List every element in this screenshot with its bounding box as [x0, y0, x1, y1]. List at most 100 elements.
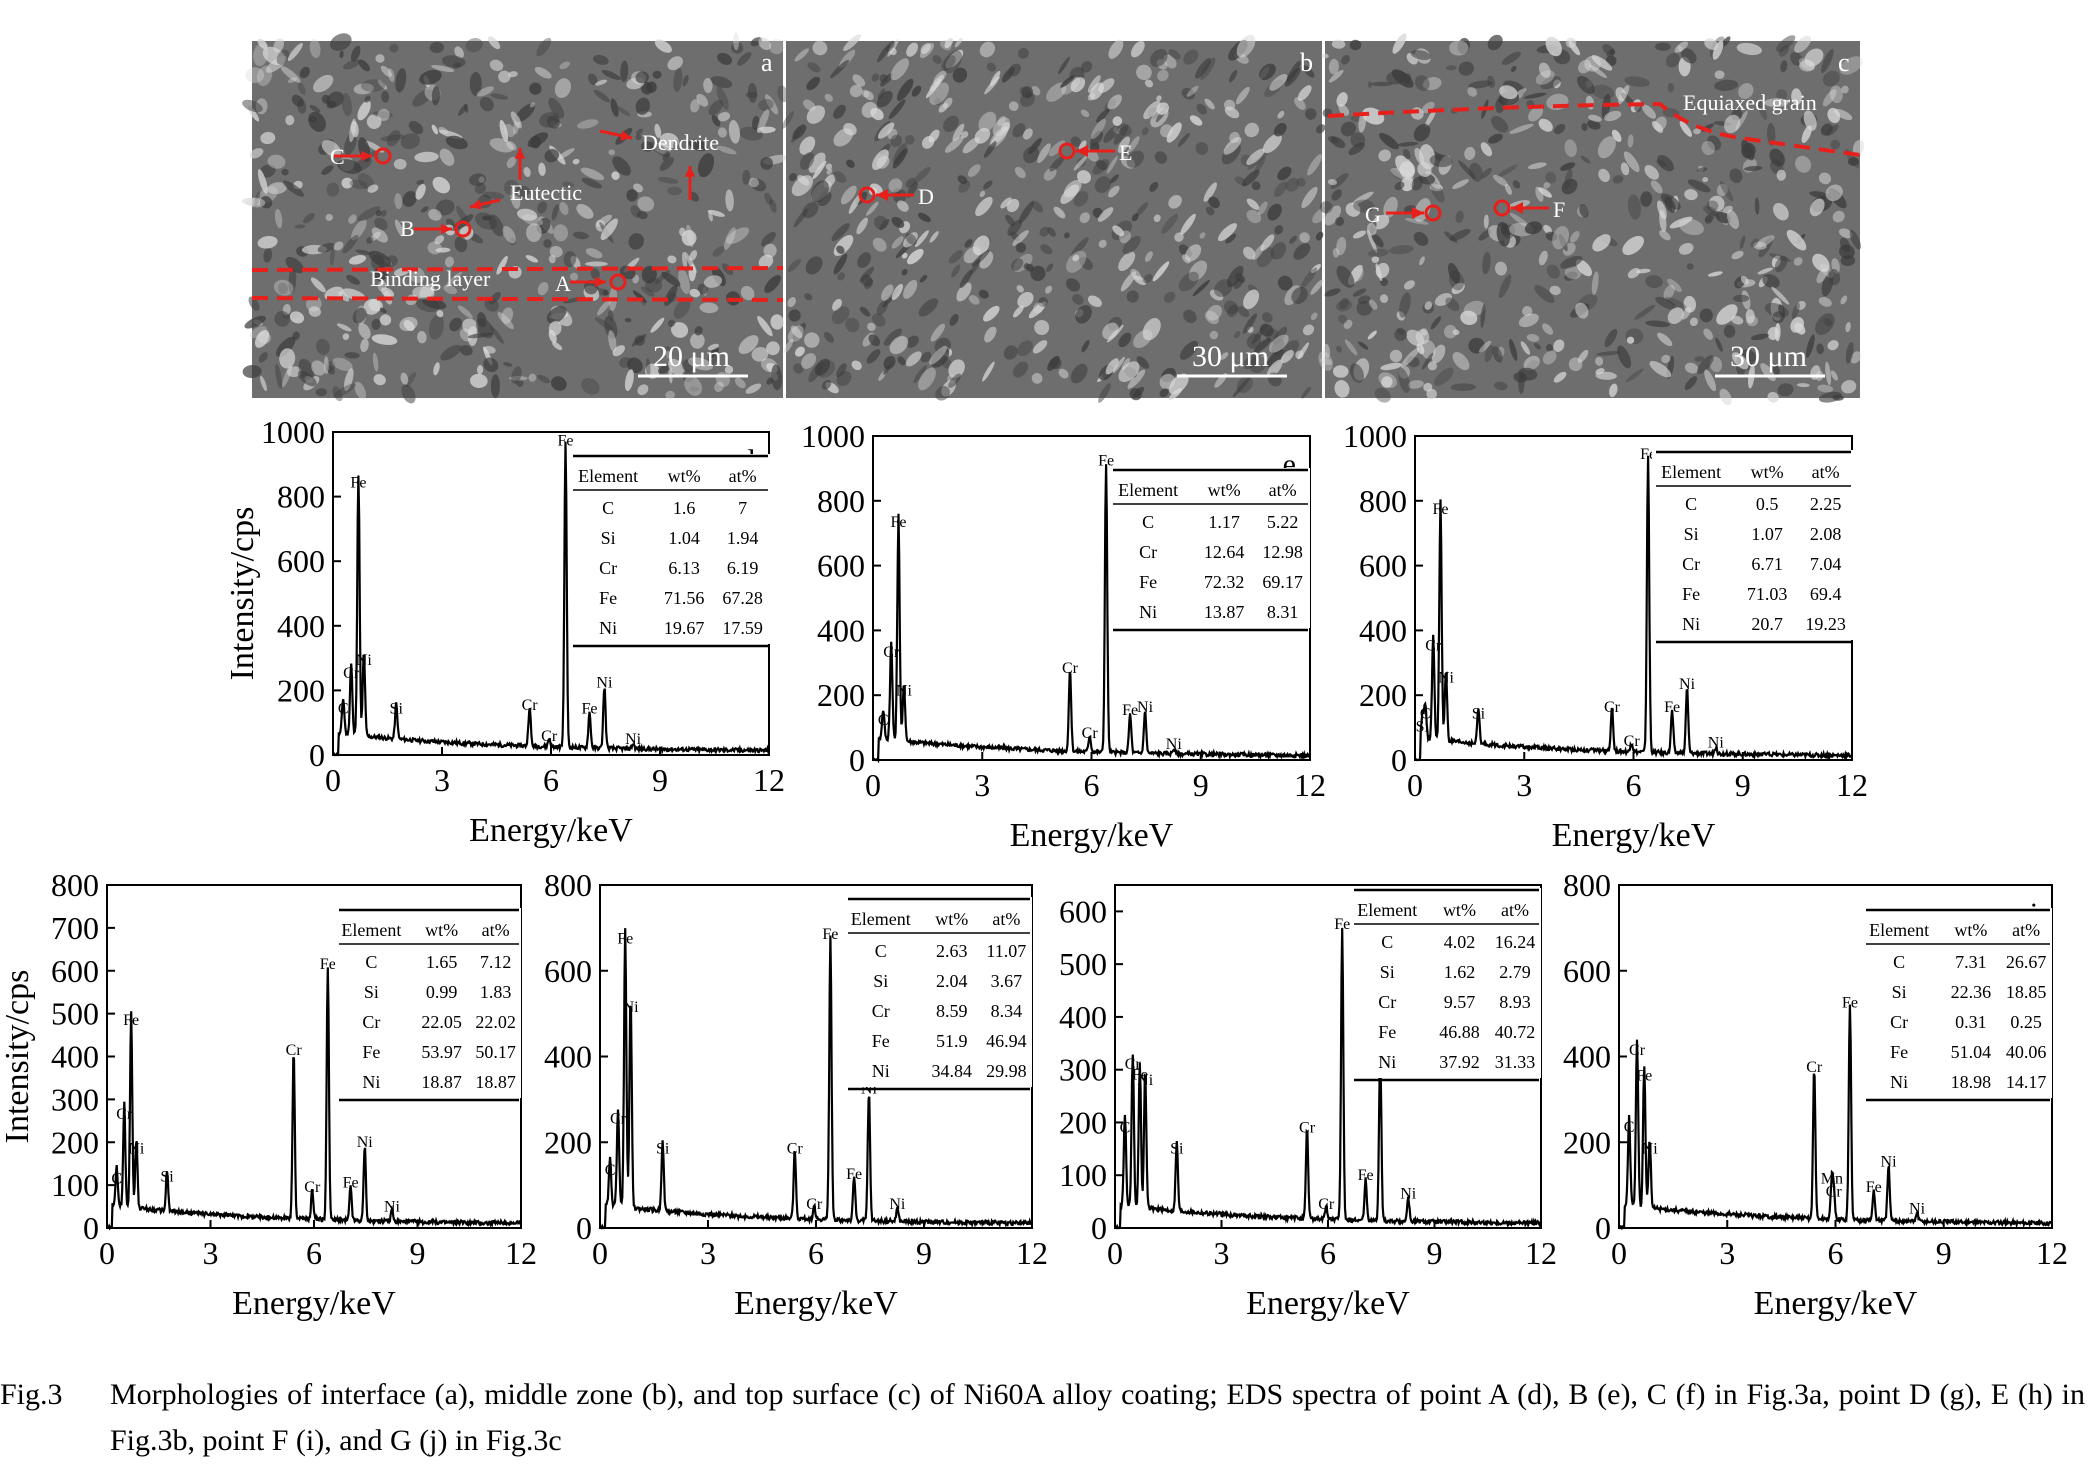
sem-grain [459, 345, 473, 356]
sem-grain [871, 313, 886, 327]
x-axis-label: Energy/keV [1010, 817, 1174, 854]
sem-grain [1731, 250, 1744, 260]
sem-grain [1696, 167, 1708, 173]
sem-grain [1163, 291, 1176, 303]
table-cell: Ni [1890, 1072, 1908, 1092]
sem-grain [249, 148, 264, 159]
sem-grain [1723, 324, 1736, 338]
sem-panel-letter: a [761, 48, 773, 77]
sem-grain [872, 149, 889, 171]
sem-grain [1715, 337, 1723, 352]
sem-grain [1542, 350, 1557, 365]
caption-text: Morphologies of interface (a), middle zo… [110, 1378, 2085, 1457]
sem-grain [1090, 130, 1104, 147]
sem-grain [635, 134, 642, 141]
table-header-cell: Element [1118, 480, 1178, 500]
peak-label: Si [160, 1168, 174, 1185]
sem-grain [1797, 383, 1810, 388]
sem-grain [1580, 155, 1591, 164]
sem-grain [1327, 179, 1337, 186]
point-label: A [555, 271, 571, 296]
x-tick-label: 6 [808, 1235, 824, 1271]
sem-grain [1750, 333, 1769, 341]
y-tick-label: 200 [1059, 1104, 1107, 1140]
table-cell: Ni [1139, 602, 1157, 622]
sem-grain [697, 283, 709, 295]
sem-grain [1591, 271, 1599, 296]
table-cell: 34.84 [931, 1061, 972, 1081]
sem-grain [242, 364, 262, 379]
sem-grain [1135, 202, 1149, 217]
sem-grain [1181, 87, 1195, 100]
y-tick-label: 1000 [801, 418, 865, 454]
sem-grain [1564, 266, 1582, 280]
table-cell: 3.67 [991, 971, 1023, 991]
peak-label: Ni [1881, 1153, 1898, 1170]
sem-grain [1112, 116, 1123, 126]
sem-grain [1367, 330, 1377, 340]
sem-grain [433, 362, 440, 376]
sem-grain [590, 268, 600, 280]
peak-label: Cr [787, 1140, 804, 1157]
sem-grain [1159, 388, 1169, 398]
sem-grain [1611, 129, 1622, 142]
sem-grain [490, 326, 504, 344]
sem-grain [959, 269, 973, 289]
sem-grain [747, 82, 758, 103]
sem-grain [624, 317, 632, 323]
x-tick-label: 0 [99, 1235, 115, 1271]
y-tick-label: 600 [1059, 893, 1107, 929]
sem-grain [1300, 267, 1318, 289]
sem-grain [1469, 162, 1483, 182]
sem-grain [1848, 157, 1859, 167]
sem-grain [1666, 53, 1680, 68]
sem-grain [329, 248, 335, 266]
sem-grain [1204, 98, 1215, 110]
sem-grain [1153, 214, 1161, 223]
arrow-head [876, 189, 888, 201]
table-cell: C [1685, 494, 1697, 514]
sem-grain [348, 214, 357, 224]
sem-grain [1023, 146, 1040, 164]
table-cell: 4.02 [1444, 932, 1476, 952]
eds-chart-f: 03691202004006008001000Energy/keVfSiCCrF… [1343, 418, 1868, 854]
sem-grain [1073, 191, 1089, 207]
sem-grain [826, 168, 833, 175]
sem-grain [1351, 266, 1364, 282]
point-label: G [1365, 202, 1381, 227]
sem-grain [752, 116, 760, 131]
sem-grain [1604, 110, 1622, 122]
sem-grain [1150, 48, 1168, 67]
sem-grain [929, 231, 939, 243]
sem-grain [1790, 51, 1803, 66]
sem-grain [814, 358, 831, 376]
sem-grain [646, 81, 657, 93]
sem-grain [449, 317, 462, 332]
eds-chart-e: 0 3 6 9 1202004006008001000Energy/keVeCCrFeN… [801, 418, 1326, 854]
sem-grain [1790, 317, 1805, 333]
sem-grain [1095, 159, 1108, 171]
table-cell: 22.05 [421, 1012, 462, 1032]
sem-grain [787, 258, 801, 273]
sem-grain [833, 104, 846, 119]
sem-grain [1498, 274, 1512, 299]
sem-grain [1553, 79, 1561, 89]
table-cell: Si [1684, 524, 1699, 544]
sem-grain [837, 272, 846, 281]
sem-grain [673, 67, 683, 93]
sem-texture [1318, 33, 1865, 406]
sem-grain [1558, 233, 1568, 252]
table-cell: Cr [362, 1012, 380, 1032]
sem-grain [1679, 120, 1692, 137]
sem-grain [297, 99, 307, 114]
sem-grain [490, 93, 508, 100]
table-cell: 18.87 [421, 1072, 462, 1092]
sem-grain [833, 253, 848, 275]
sem-grain [1204, 310, 1219, 325]
peak-label: C [1120, 1119, 1131, 1136]
sem-grain [337, 159, 362, 174]
scale-bar-label: 30 μm [1730, 340, 1807, 373]
sem-grain [259, 196, 273, 209]
